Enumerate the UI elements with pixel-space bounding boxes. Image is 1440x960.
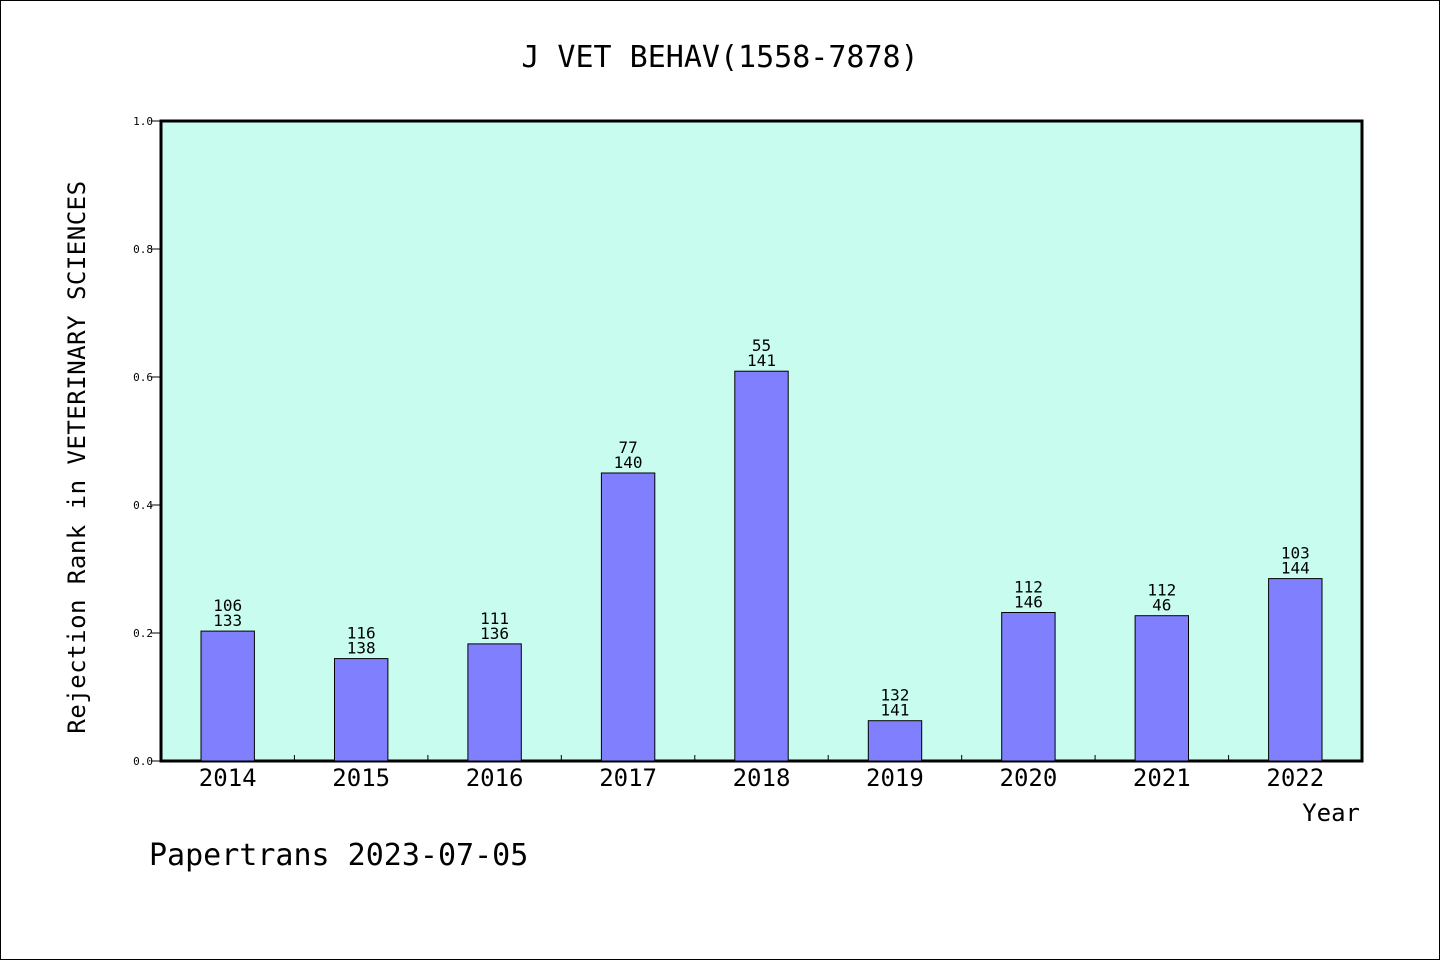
x-tick-label-2018: 2018 [733,764,791,792]
bar-label-bottom-2015: 138 [347,639,376,658]
bar-label-top-2017: 77 [618,438,637,457]
bar-2017 [600,472,656,762]
x-axis: 2014 2015 2016 2017 2018 2019 2020 2021 2022 [199,755,1324,792]
x-tick-label-2019: 2019 [866,764,924,792]
chart-title: J VET BEHAV(1558-7878) [521,40,918,75]
bar-2015 [334,658,389,762]
bar-2019 [867,720,923,762]
bar-label-top-2022: 103 [1281,544,1310,563]
x-tick-label-2017: 2017 [599,764,657,792]
x-tick-label-2020: 2020 [1000,764,1058,792]
bar-label-bottom-2018: 141 [747,351,776,370]
bar-2018 [734,370,789,762]
bar-label-top-2018: 55 [752,336,771,355]
x-axis-label: Year [1302,799,1360,827]
bar-2022 [1268,578,1323,762]
y-axis-label: Rejection Rank in VETERINARY SCIENCES [63,180,91,733]
y-tick-label-0.6: 0.6 [133,371,153,384]
bar-2020 [1001,612,1056,762]
x-tick-label-2022: 2022 [1266,764,1324,792]
bar-label-top-2021: 112 [1147,581,1176,600]
bar-label-bottom-2019: 141 [880,701,909,720]
y-tick-label-0.0: 0.0 [133,755,153,768]
bar-label-bottom-2020: 146 [1014,593,1043,612]
y-tick-label-0.4: 0.4 [133,499,153,512]
x-tick-label-2021: 2021 [1133,764,1191,792]
y-tick-label-0.2: 0.2 [133,627,153,640]
y-tick-label-1.0: 1.0 [133,115,153,128]
bar-label-bottom-2021: 46 [1152,596,1171,615]
bar-label-bottom-2017: 140 [614,453,643,472]
footer-watermark: Papertrans 2023-07-05 [149,838,528,873]
y-tick-label-0.8: 0.8 [133,243,153,256]
bar-label-top-2015: 116 [347,624,376,643]
bar-2021 [1134,615,1189,762]
bar-label-bottom-2022: 144 [1281,559,1310,578]
x-tick-label-2016: 2016 [466,764,524,792]
bar-2016 [467,643,522,762]
x-tick-label-2015: 2015 [332,764,390,792]
x-tick-label-2014: 2014 [199,764,257,792]
bar-label-bottom-2014: 133 [213,611,242,630]
bar-label-top-2020: 112 [1014,578,1043,597]
bar-label-bottom-2016: 136 [480,624,509,643]
bar-label-top-2014: 106 [213,596,242,615]
bars-layer: 1061331161381111367714055141132141112146… [200,336,1323,762]
bar-label-top-2019: 132 [880,686,909,705]
bar-label-top-2016: 111 [480,609,509,628]
bar-2014 [200,630,255,762]
y-axis: 0.0 0.2 0.4 0.6 0.8 1.0 [133,115,161,768]
